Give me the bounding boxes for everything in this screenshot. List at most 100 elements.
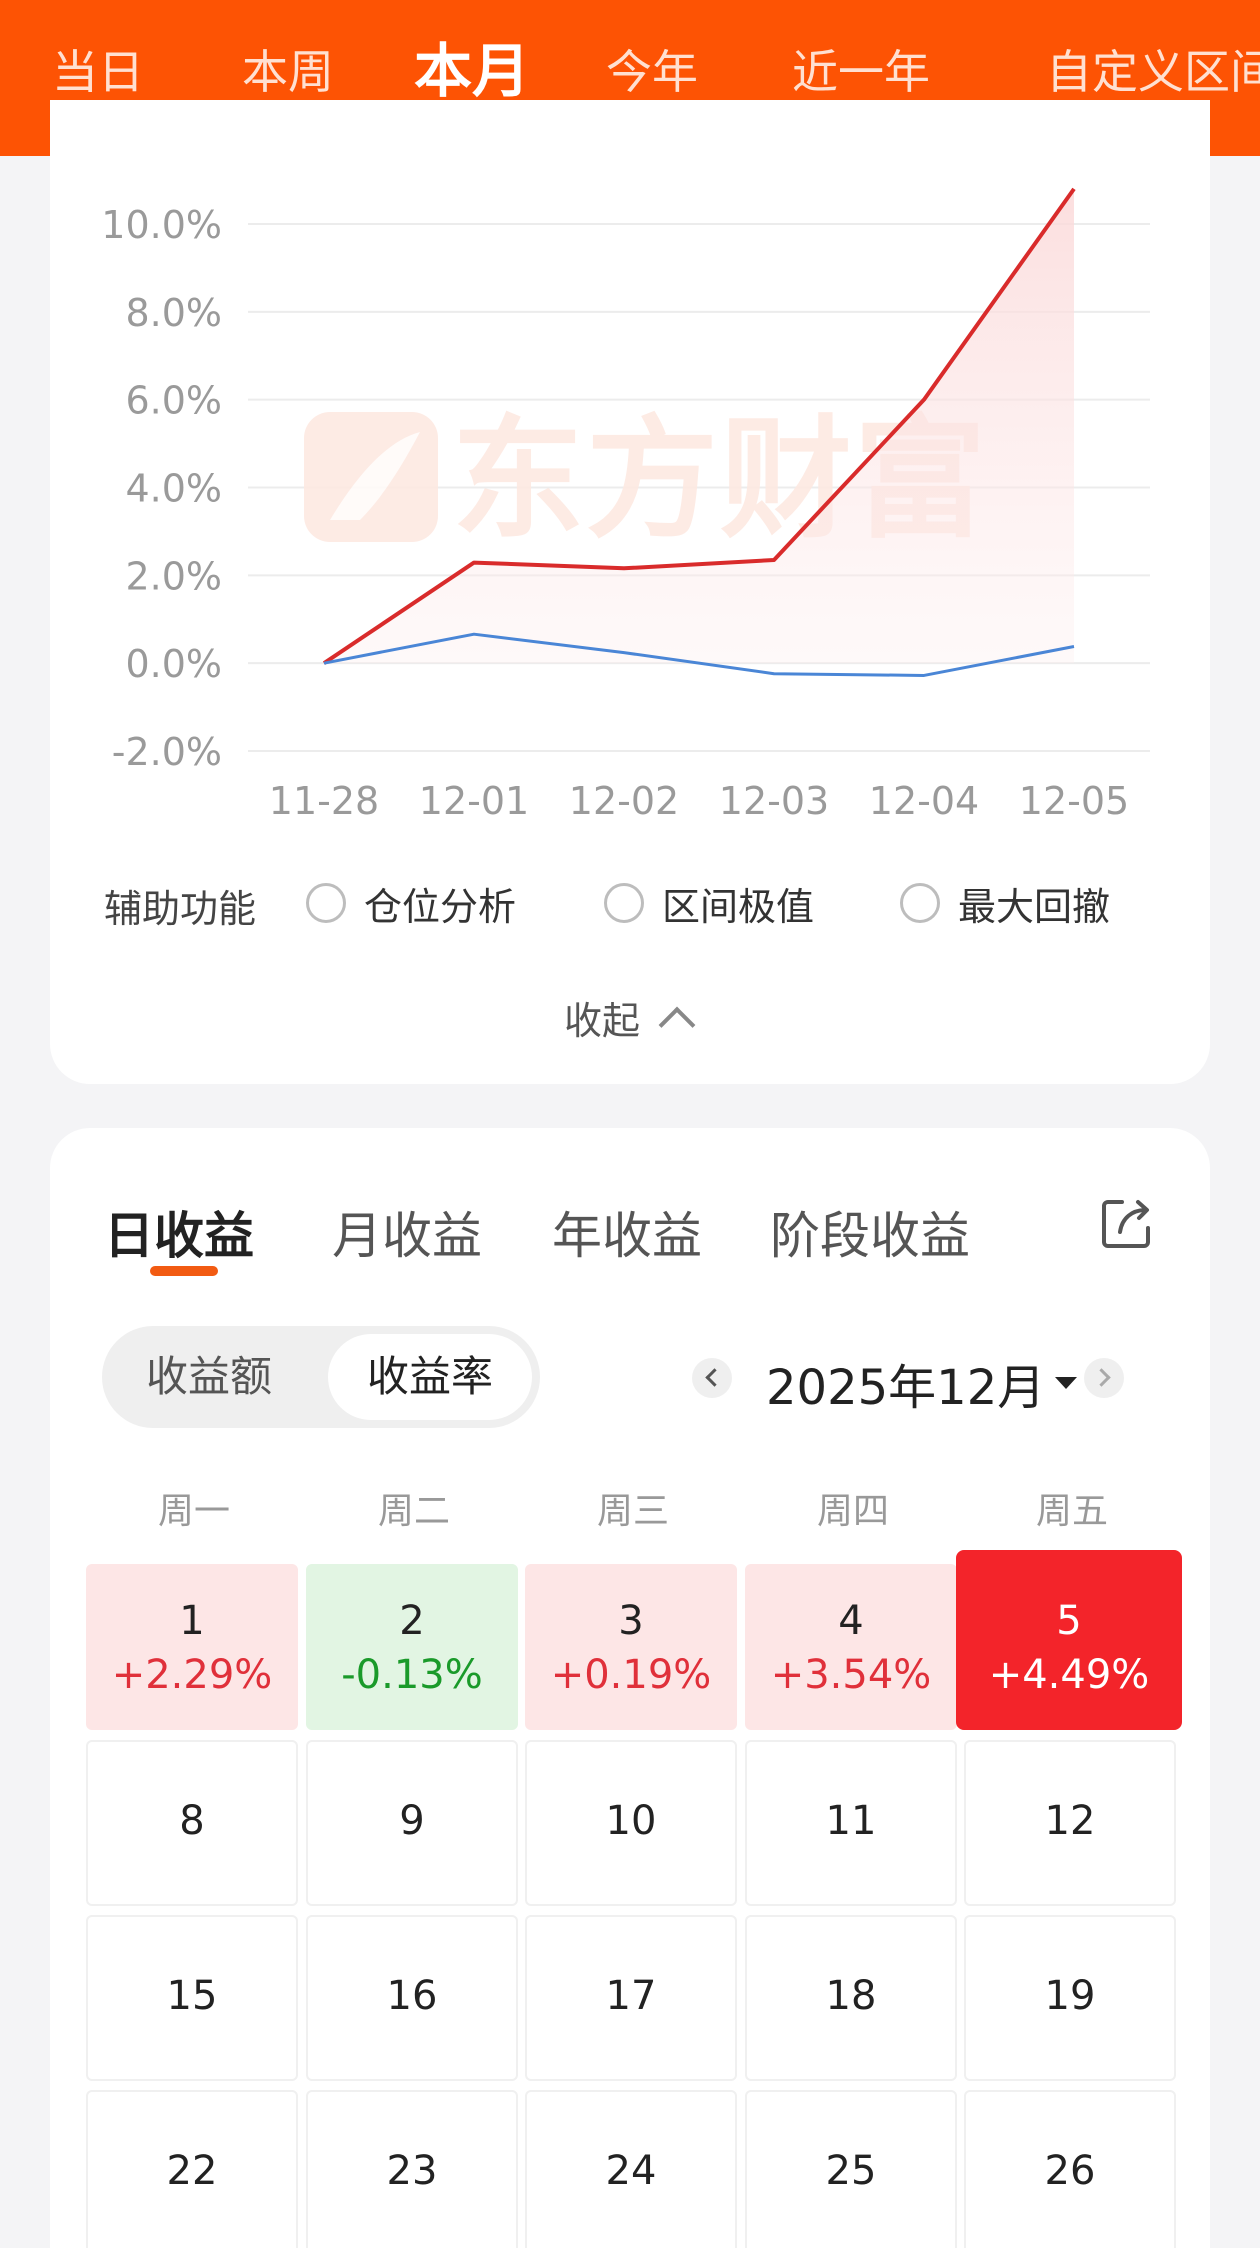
calendar-day-return: +2.29% — [111, 1652, 273, 1698]
calendar-day-number: 4 — [838, 1598, 864, 1644]
tab-past-year[interactable]: 近一年 — [792, 45, 930, 99]
tab-period-return[interactable]: 阶段收益 — [770, 1207, 970, 1265]
y-tick-label: 6.0% — [125, 379, 222, 423]
collapse-label: 收起 — [564, 999, 641, 1043]
toggle-return-rate[interactable]: 收益率 — [328, 1334, 532, 1420]
calendar-day-number: 12 — [1044, 1798, 1096, 1844]
calendar-day-number: 10 — [605, 1798, 657, 1844]
y-tick-label: 8.0% — [125, 291, 222, 335]
tab-this-month[interactable]: 本月 — [414, 37, 531, 105]
radio-label: 区间极值 — [662, 884, 815, 929]
calendar-day-number: 25 — [825, 2148, 877, 2194]
calendar-day-number: 24 — [605, 2148, 657, 2194]
weekday-label: 周二 — [377, 1491, 450, 1532]
caret-down-icon — [1055, 1377, 1078, 1389]
x-tick-label: 12-05 — [1019, 779, 1129, 823]
metric-toggle: 收益额 收益率 — [102, 1326, 540, 1428]
radio-circle-icon — [306, 883, 346, 923]
calendar-day-number: 15 — [166, 1973, 218, 2019]
x-tick-label: 12-04 — [869, 779, 979, 823]
calendar-day-cell[interactable]: 10 — [525, 1740, 737, 1906]
calendar-day-cell[interactable]: 1 +2.29% — [86, 1564, 298, 1730]
calendar-day-cell[interactable]: 11 — [745, 1740, 957, 1906]
tab-yearly-return[interactable]: 年收益 — [552, 1207, 702, 1265]
chevron-left-icon — [705, 1368, 724, 1387]
calendar-day-cell[interactable]: 15 — [86, 1915, 298, 2081]
calendar-day-number: 5 — [1056, 1598, 1082, 1644]
calendar-day-return: +3.54% — [770, 1652, 932, 1698]
tab-monthly-return[interactable]: 月收益 — [332, 1207, 482, 1265]
tab-this-week[interactable]: 本周 — [242, 45, 334, 99]
calendar-day-cell[interactable]: 8 — [86, 1740, 298, 1906]
calendar-day-number: 23 — [386, 2148, 438, 2194]
chevron-up-icon — [658, 1006, 696, 1043]
calendar-day-number: 18 — [825, 1973, 877, 2019]
y-tick-label: -2.0% — [112, 730, 222, 774]
calendar-day-return: +4.49% — [988, 1652, 1150, 1698]
calendar-day-number: 26 — [1044, 2148, 1096, 2194]
calendar-day-cell[interactable]: 19 — [964, 1915, 1176, 2081]
calendar-day-number: 3 — [618, 1598, 644, 1644]
series-line-1 — [322, 187, 1076, 665]
calendar-day-cell[interactable]: 23 — [306, 2090, 518, 2248]
y-tick-label: 4.0% — [125, 467, 222, 511]
calendar-day-cell[interactable]: 3 +0.19% — [525, 1564, 737, 1730]
radio-max-drawdown[interactable]: 最大回撤 — [900, 880, 1110, 929]
calendar-day-number: 11 — [825, 1798, 877, 1844]
tab-this-year[interactable]: 今年 — [606, 45, 698, 99]
x-tick-label: 12-03 — [719, 779, 829, 823]
radio-position-analysis[interactable]: 仓位分析 — [306, 880, 516, 929]
weekday-label: 周一 — [157, 1491, 230, 1532]
calendar-day-number: 2 — [399, 1598, 425, 1644]
calendar-day-cell[interactable]: 4 +3.54% — [745, 1564, 957, 1730]
weekday-label: 周三 — [596, 1491, 669, 1532]
y-tick-label: 10.0% — [101, 203, 222, 247]
collapse-button[interactable]: 收起 — [564, 990, 696, 1045]
calendar-day-cell[interactable]: 16 — [306, 1915, 518, 2081]
radio-circle-icon — [604, 883, 644, 923]
month-selector[interactable]: 2025年12月 — [766, 1348, 1078, 1418]
chart-series — [322, 187, 1076, 677]
calendar-day-number: 16 — [386, 1973, 438, 2019]
return-tab-indicator — [150, 1266, 218, 1276]
calendar-day-number: 9 — [399, 1798, 425, 1844]
toggle-return-amount[interactable]: 收益额 — [145, 1352, 272, 1401]
calendar-day-number: 17 — [605, 1973, 657, 2019]
radio-label: 仓位分析 — [364, 884, 517, 929]
tab-custom-range[interactable]: 自定义区间 — [1046, 45, 1260, 99]
weekday-label: 周四 — [816, 1491, 889, 1532]
calendar-day-cell[interactable]: 2 -0.13% — [306, 1564, 518, 1730]
x-tick-label: 11-28 — [269, 779, 379, 823]
y-tick-label: 2.0% — [125, 554, 222, 598]
return-line-chart: 东方财富 10.0%8.0%6.0%4.0%2.0%0.0%-2.0% 11-2… — [101, 187, 1150, 823]
calendar-day-return: -0.13% — [341, 1652, 483, 1698]
calendar-day-cell[interactable]: 9 — [306, 1740, 518, 1906]
share-icon[interactable] — [1100, 1196, 1154, 1250]
calendar-day-cell[interactable]: 5 +4.49% — [956, 1550, 1182, 1730]
calendar-day-cell[interactable]: 17 — [525, 1915, 737, 2081]
radio-label: 最大回撤 — [958, 884, 1111, 929]
radio-circle-icon — [900, 883, 940, 923]
y-tick-label: 0.0% — [125, 642, 222, 686]
prev-month-button[interactable] — [692, 1358, 732, 1398]
chevron-right-icon — [1092, 1368, 1111, 1387]
radio-range-extreme[interactable]: 区间极值 — [604, 880, 814, 929]
calendar-day-cell[interactable]: 18 — [745, 1915, 957, 2081]
calendar-day-cell[interactable]: 24 — [525, 2090, 737, 2248]
calendar-day-number: 1 — [179, 1598, 205, 1644]
next-month-button[interactable] — [1084, 1358, 1124, 1398]
aux-function-label: 辅助功能 — [104, 887, 257, 931]
y-axis: 10.0% 8.0% 6.0% 4.0% 2.0% 0.0% -2.0% — [101, 203, 222, 774]
weekday-label: 周五 — [1035, 1491, 1108, 1532]
x-tick-label: 12-01 — [419, 779, 529, 823]
series-area — [324, 188, 1074, 664]
tab-today[interactable]: 当日 — [52, 45, 144, 99]
tab-daily-return[interactable]: 日收益 — [104, 1207, 254, 1265]
x-axis: 11-28 12-01 12-02 12-03 12-04 12-05 — [269, 779, 1129, 823]
calendar-day-number: 22 — [166, 2148, 218, 2194]
calendar-day-cell[interactable]: 12 — [964, 1740, 1176, 1906]
calendar-day-number: 8 — [179, 1798, 205, 1844]
calendar-day-cell[interactable]: 22 — [86, 2090, 298, 2248]
calendar-day-cell[interactable]: 26 — [964, 2090, 1176, 2248]
calendar-day-cell[interactable]: 25 — [745, 2090, 957, 2248]
